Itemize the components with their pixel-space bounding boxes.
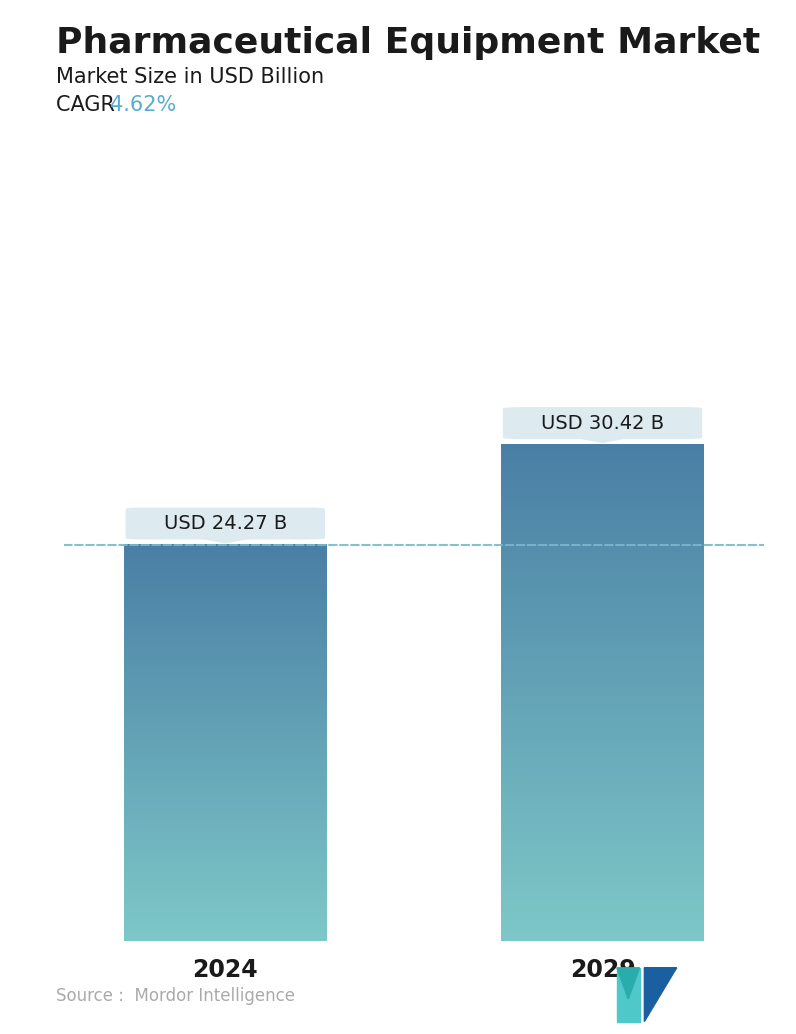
Polygon shape <box>201 538 250 543</box>
Polygon shape <box>578 437 626 443</box>
Text: Source :  Mordor Intelligence: Source : Mordor Intelligence <box>56 987 295 1005</box>
FancyBboxPatch shape <box>503 407 702 439</box>
Text: CAGR: CAGR <box>56 95 121 115</box>
FancyBboxPatch shape <box>126 508 325 540</box>
Text: Market Size in USD Billion: Market Size in USD Billion <box>56 67 324 87</box>
Text: USD 24.27 B: USD 24.27 B <box>164 514 287 533</box>
Text: Pharmaceutical Equipment Market: Pharmaceutical Equipment Market <box>56 26 760 60</box>
Text: USD 30.42 B: USD 30.42 B <box>541 414 664 432</box>
Text: 4.62%: 4.62% <box>110 95 176 115</box>
